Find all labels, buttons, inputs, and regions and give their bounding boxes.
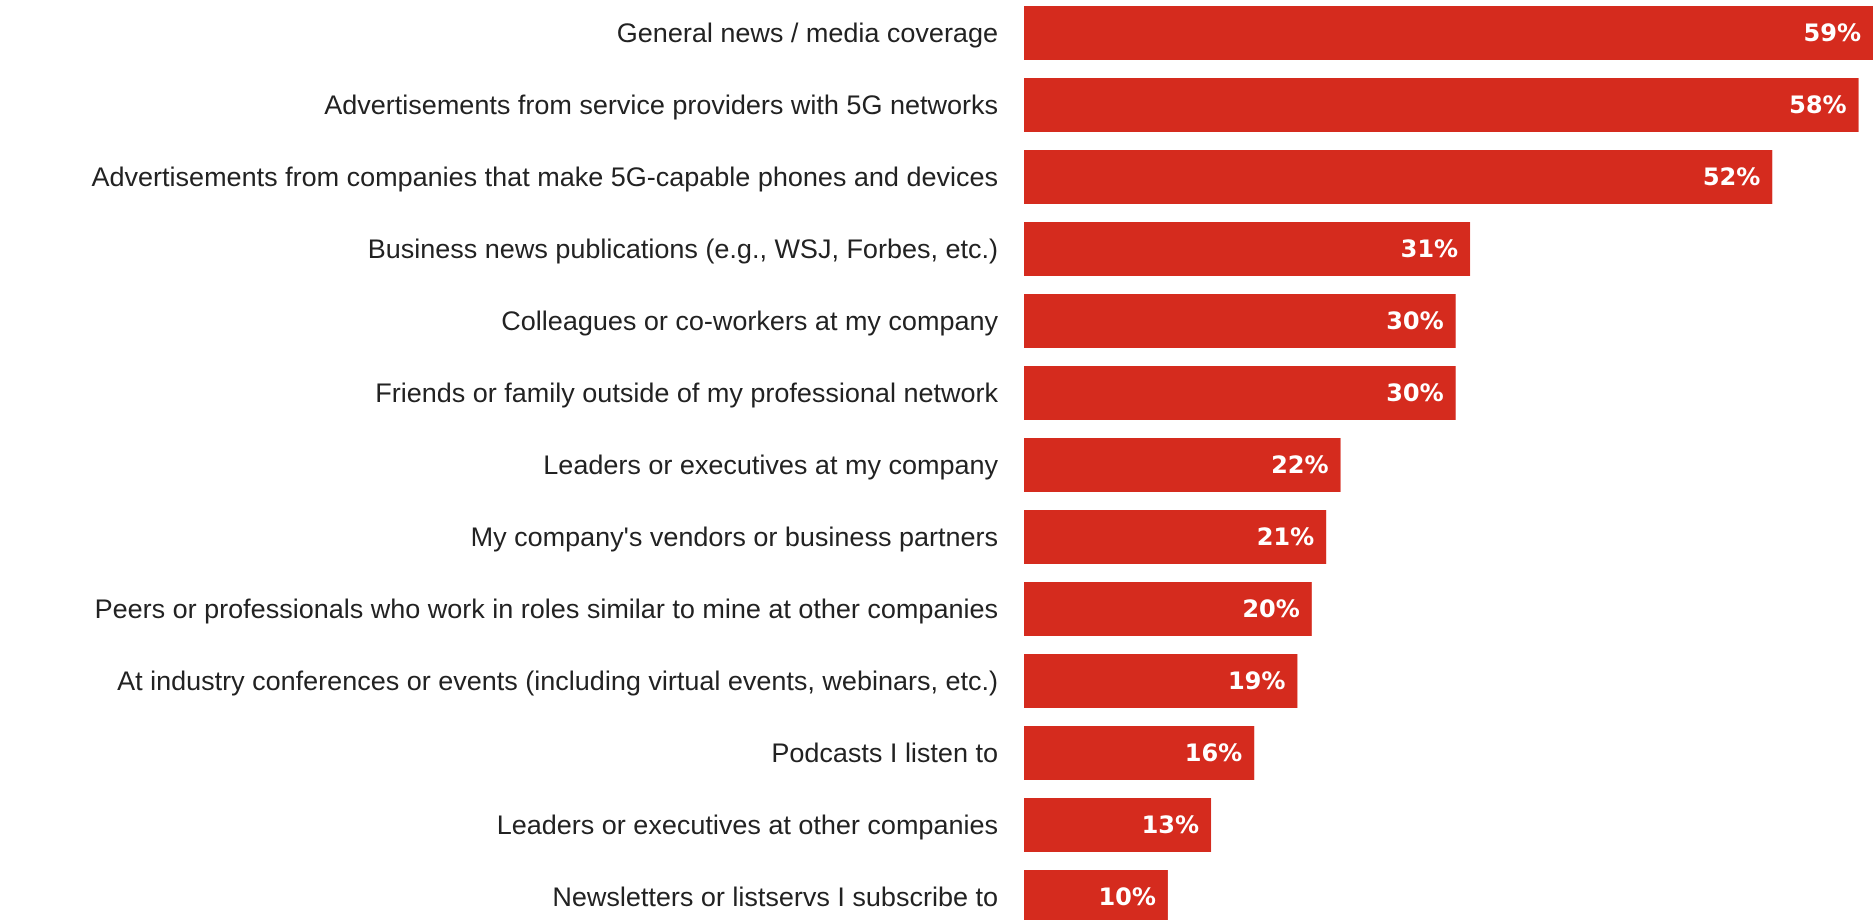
- value-label-12: 13%: [1142, 811, 1199, 839]
- value-label-10: 19%: [1228, 667, 1285, 695]
- bar-1: [1024, 6, 1873, 60]
- value-label-9: 20%: [1242, 595, 1299, 623]
- category-label-5: Colleagues or co-workers at my company: [501, 306, 998, 336]
- value-label-1: 59%: [1804, 19, 1861, 47]
- category-label-3: Advertisements from companies that make …: [92, 162, 998, 192]
- bar-8: [1024, 510, 1327, 564]
- category-label-4: Business news publications (e.g., WSJ, F…: [368, 234, 998, 264]
- value-label-8: 21%: [1257, 523, 1314, 551]
- value-labels-group: 59% 58% 52% 31% 30% 30% 22% 21% 20% 19% 16% 13% 10%: [1098, 19, 1861, 911]
- bar-3: [1024, 150, 1773, 204]
- category-label-1: General news / media coverage: [617, 18, 998, 48]
- category-labels-group: General news / media coverage Advertiseme…: [92, 18, 999, 912]
- bar-4: [1024, 222, 1471, 276]
- bar-13: [1024, 870, 1168, 920]
- bar-9: [1024, 582, 1312, 636]
- category-label-12: Leaders or executives at other companies: [497, 810, 998, 840]
- bar-6: [1024, 366, 1456, 420]
- category-label-8: My company's vendors or business partner…: [471, 522, 998, 552]
- category-label-10: At industry conferences or events (inclu…: [117, 666, 998, 696]
- bar-11: [1024, 726, 1255, 780]
- category-label-2: Advertisements from service providers wi…: [324, 90, 998, 120]
- value-label-3: 52%: [1703, 163, 1760, 191]
- value-label-5: 30%: [1386, 307, 1443, 335]
- value-label-13: 10%: [1098, 883, 1155, 911]
- category-label-13: Newsletters or listservs I subscribe to: [552, 882, 998, 912]
- bar-7: [1024, 438, 1341, 492]
- value-label-11: 16%: [1185, 739, 1242, 767]
- bar-2: [1024, 78, 1859, 132]
- category-label-11: Podcasts I listen to: [771, 738, 998, 768]
- bar-12: [1024, 798, 1212, 852]
- value-label-4: 31%: [1401, 235, 1458, 263]
- category-label-9: Peers or professionals who work in roles…: [95, 594, 998, 624]
- value-label-2: 58%: [1789, 91, 1846, 119]
- bars-group: [1024, 6, 1873, 920]
- category-label-6: Friends or family outside of my professi…: [375, 378, 998, 408]
- category-label-7: Leaders or executives at my company: [543, 450, 998, 480]
- bar-5: [1024, 294, 1456, 348]
- value-label-6: 30%: [1386, 379, 1443, 407]
- bar-10: [1024, 654, 1298, 708]
- value-label-7: 22%: [1271, 451, 1328, 479]
